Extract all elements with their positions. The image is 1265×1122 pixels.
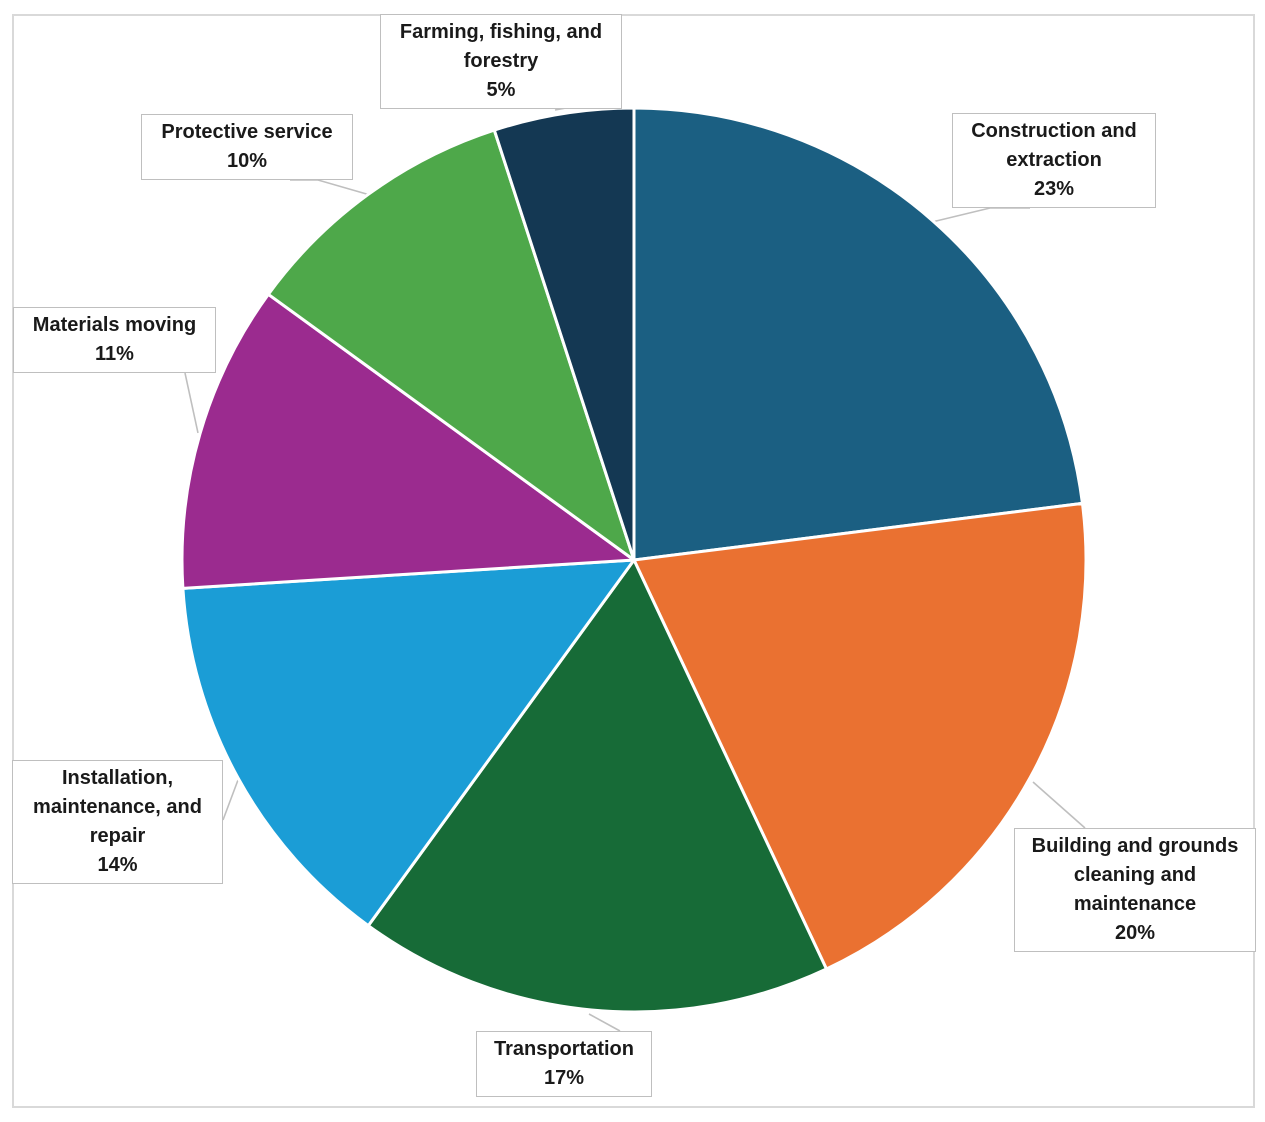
label-construction: Construction and extraction 23% [952,113,1156,208]
pie-slice-building-grounds [632,501,1088,971]
leader-line-building-grounds [1032,781,1086,829]
label-materials-moving: Materials moving 11% [13,307,216,373]
pie-slice-construction [632,106,1084,562]
label-farming: Farming, fishing, and forestry 5% [380,14,622,109]
leader-line-transportation [588,1013,621,1032]
label-protective-service: Protective service 10% [141,114,353,180]
label-transportation: Transportation 17% [476,1031,652,1097]
leader-line-protective-service [290,179,371,196]
leader-line-installation [222,779,239,821]
pie-slice-transportation [366,558,828,1014]
leader-line-construction [931,207,1030,223]
pie-slice-protective-service [266,128,636,562]
pie-slice-installation [181,558,636,928]
label-building-grounds: Building and grounds cleaning and mainte… [1014,828,1256,952]
pie-slice-farming [492,106,636,562]
pie-slice-materials-moving [180,292,636,590]
leader-line-materials-moving [184,372,199,434]
pie-slices [180,106,1088,1014]
label-installation: Installation, maintenance, and repair 14… [12,760,223,884]
